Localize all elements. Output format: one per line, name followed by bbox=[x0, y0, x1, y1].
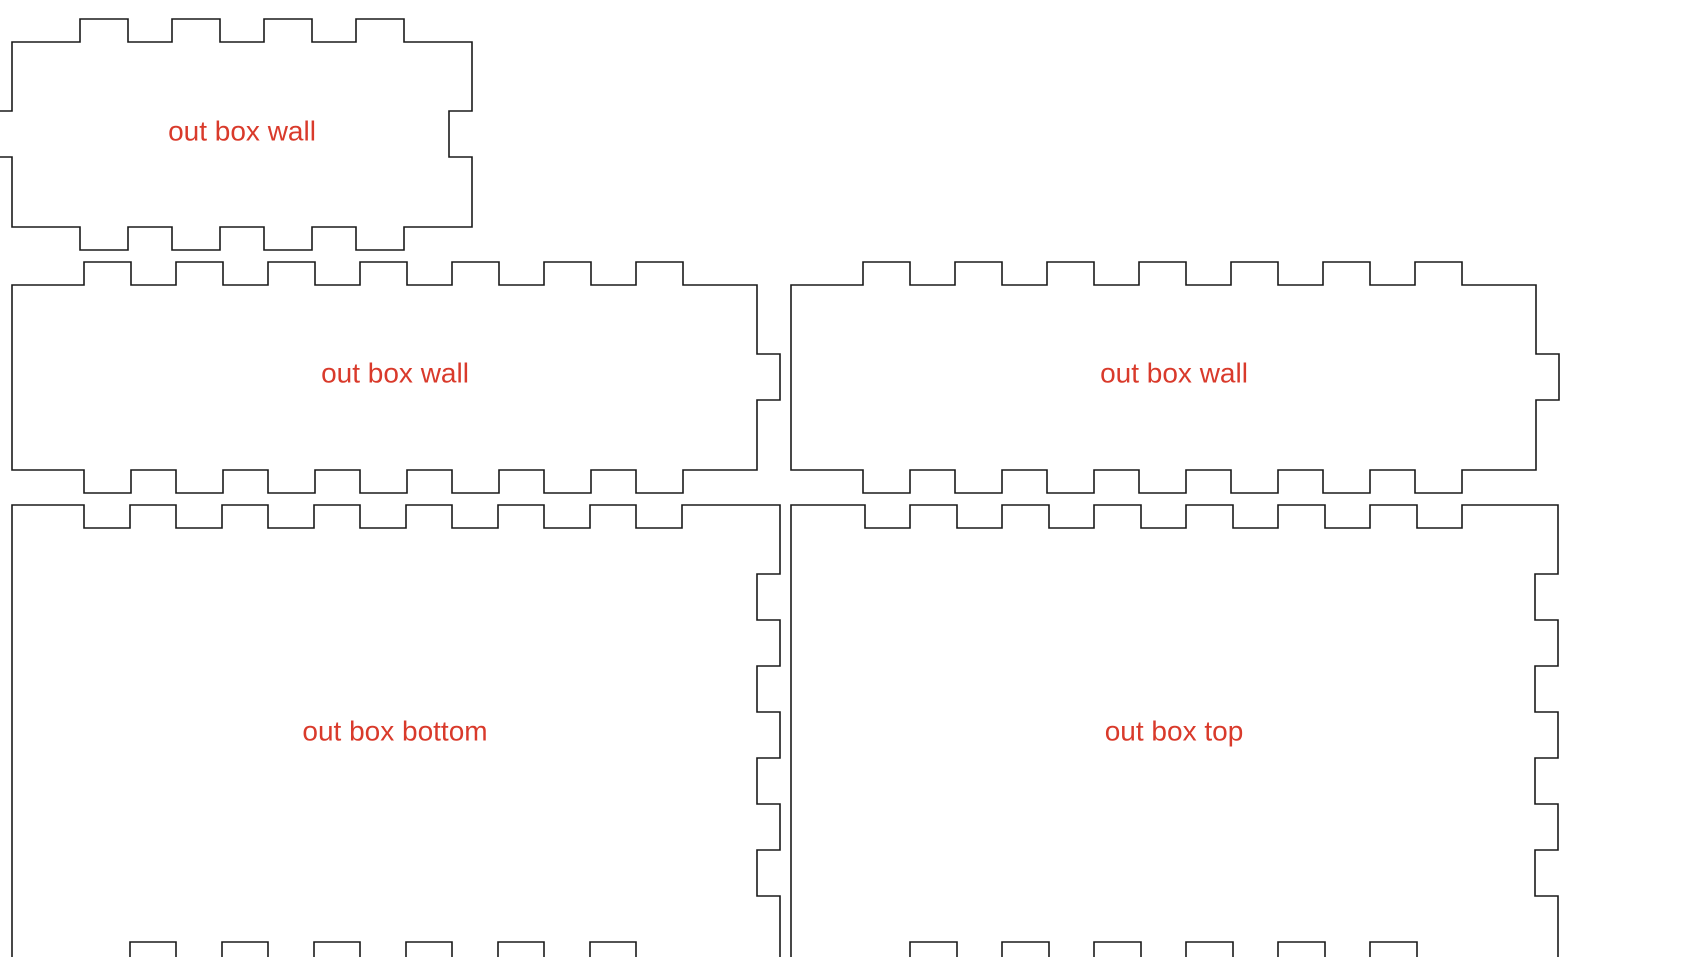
panel-wall-left: out box wall bbox=[11, 261, 781, 494]
panel-bottom: out box bottom bbox=[11, 504, 781, 957]
panel-top: out box top bbox=[790, 504, 1559, 957]
panel-outline-top bbox=[790, 504, 1559, 957]
panel-outline-wall-left bbox=[11, 261, 781, 494]
panel-label-bottom: out box bottom bbox=[302, 715, 487, 746]
panel-outline-wall-small bbox=[0, 18, 473, 251]
panel-outline-wall-right bbox=[790, 261, 1560, 494]
panel-outline-bottom bbox=[11, 504, 781, 957]
panel-label-wall-right: out box wall bbox=[1100, 357, 1248, 388]
panel-label-top: out box top bbox=[1105, 715, 1244, 746]
panel-wall-small: out box wall bbox=[0, 18, 473, 251]
panel-wall-right: out box wall bbox=[790, 261, 1560, 494]
panel-label-wall-left: out box wall bbox=[321, 357, 469, 388]
panel-label-wall-small: out box wall bbox=[168, 115, 316, 146]
